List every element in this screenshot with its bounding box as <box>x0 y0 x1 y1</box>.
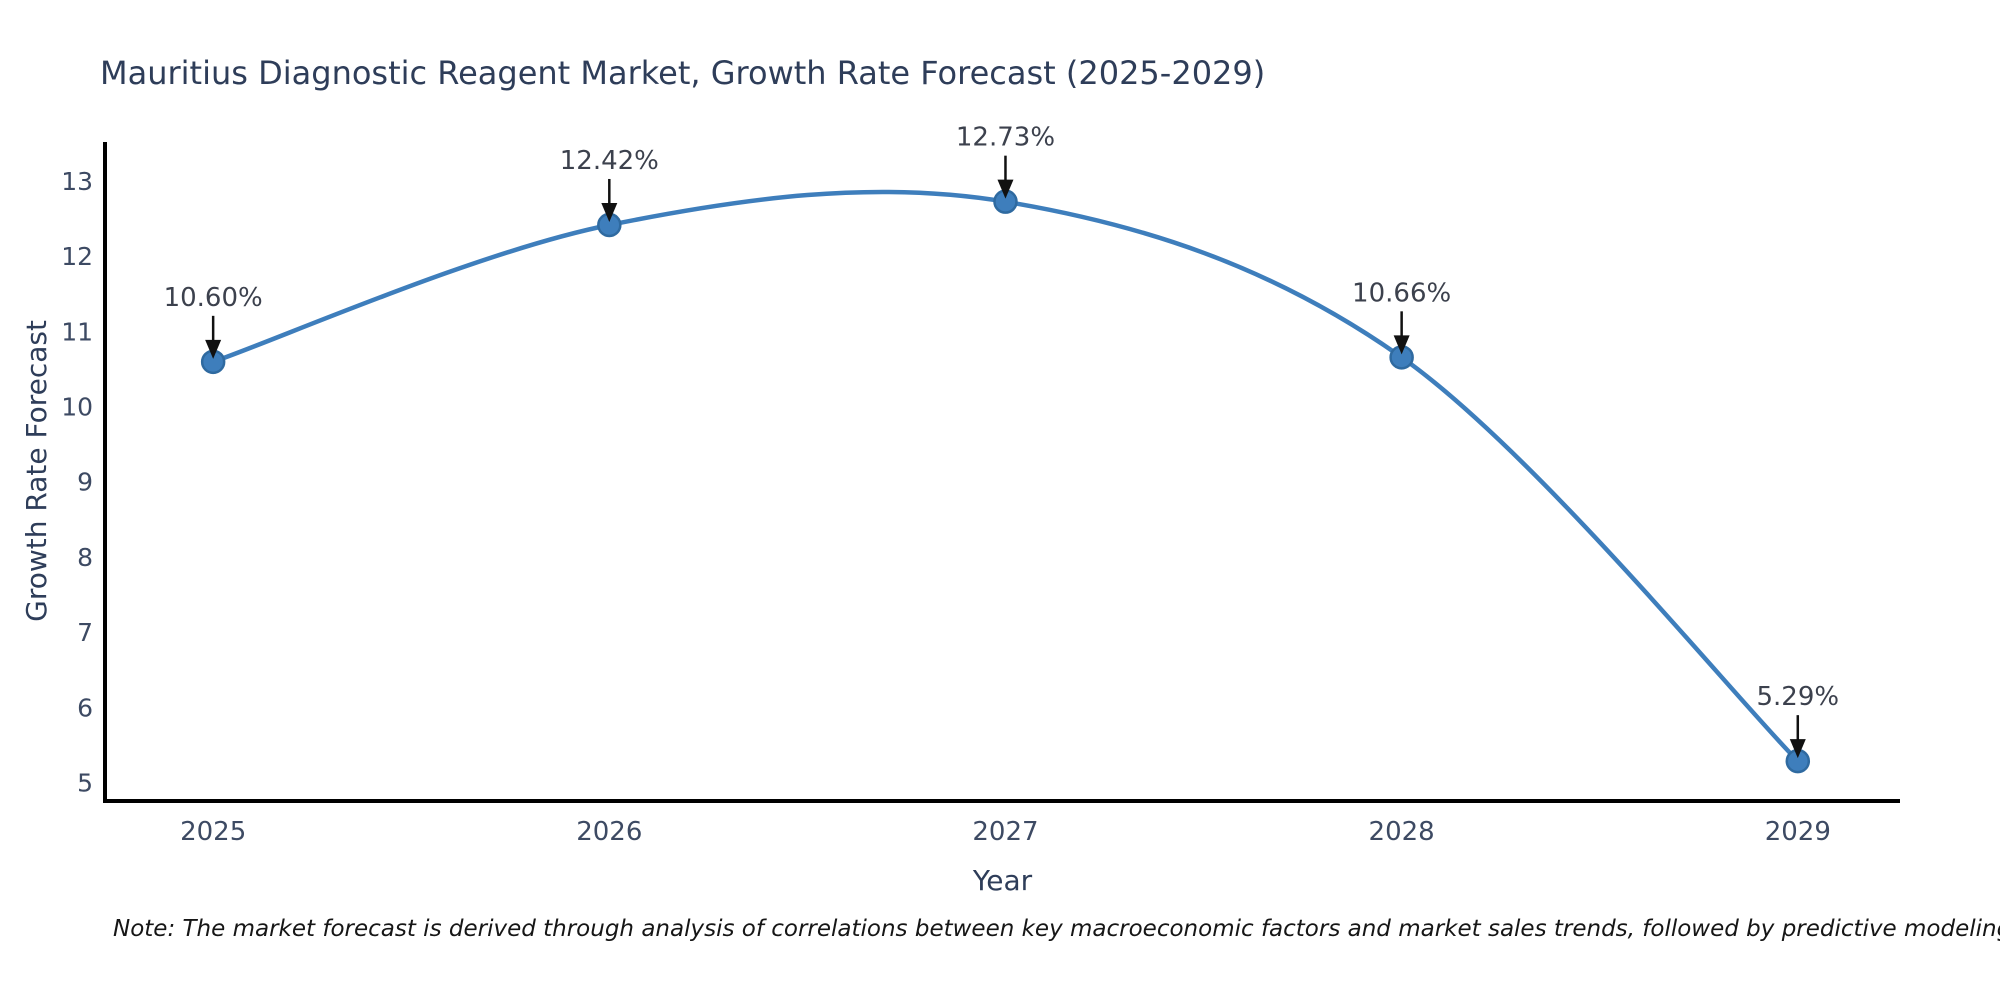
point-value-label: 10.60% <box>164 283 263 313</box>
annotation-arrow-head <box>601 202 618 222</box>
x-axis-title: Year <box>972 864 1033 897</box>
annotation-arrow-head <box>205 339 222 359</box>
forecast-line <box>210 189 1801 764</box>
point-value-label: 10.66% <box>1352 278 1451 308</box>
x-tick-label: 2028 <box>1369 817 1435 847</box>
point-value-label: 5.29% <box>1756 682 1839 712</box>
y-tick-label: 11 <box>61 317 93 346</box>
y-tick-label: 12 <box>61 242 93 271</box>
y-tick-label: 8 <box>77 543 93 572</box>
y-tick-label: 7 <box>77 618 93 647</box>
y-tick-label: 5 <box>77 768 93 797</box>
y-tick-label: 9 <box>77 468 93 497</box>
point-value-label: 12.42% <box>560 146 659 176</box>
point-value-label: 12.73% <box>956 123 1055 153</box>
chart-title: Mauritius Diagnostic Reagent Market, Gro… <box>100 54 1266 92</box>
annotation-arrow-head <box>997 179 1014 199</box>
x-tick-label: 2029 <box>1765 817 1831 847</box>
x-tick-label: 2025 <box>180 817 246 847</box>
y-tick-label: 6 <box>77 693 93 722</box>
annotation-arrow-head <box>1393 335 1410 355</box>
footnote: Note: The market forecast is derived thr… <box>113 916 2000 942</box>
x-tick-label: 2026 <box>576 817 642 847</box>
x-tick-label: 2027 <box>972 817 1038 847</box>
y-tick-label: 13 <box>61 167 93 196</box>
y-tick-label: 10 <box>61 392 93 421</box>
annotation-arrow-head <box>1789 739 1806 759</box>
